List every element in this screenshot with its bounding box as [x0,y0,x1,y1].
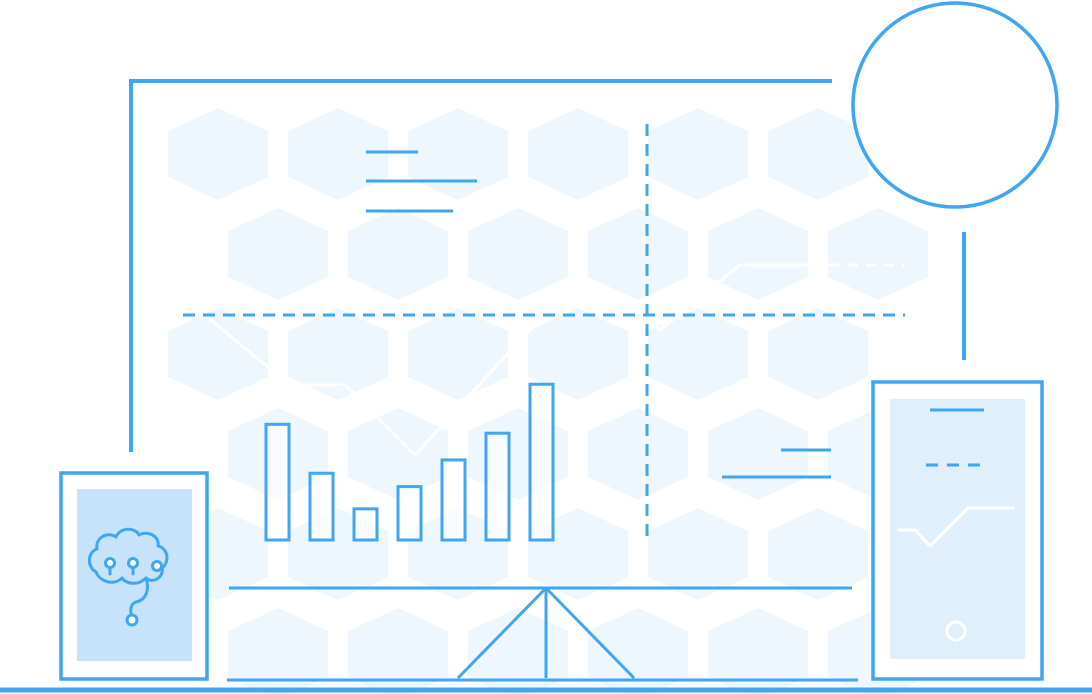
hexagon-tile [408,108,508,200]
hexagon-tile [588,208,688,300]
brain-icon [87,527,169,627]
hexagon-tile [288,308,388,400]
hexagon-tile [528,108,628,200]
hexagon-tile [588,408,688,500]
hexagon-tile [768,308,868,400]
hexagon-tile [348,608,448,694]
monitor-frame-outline [129,79,832,452]
hexagon-tile [648,508,748,600]
chart-bar [308,471,335,542]
hexagon-tile [348,408,448,500]
hexagon-tile [228,608,328,694]
chart-bar [484,431,511,542]
board-right-text-lines [722,448,831,479]
hexagon-tile [288,108,388,200]
stand-leg-left [456,586,548,680]
hexagon-tile [408,508,508,600]
hexagon-tile [648,108,748,200]
stand-leg-right [544,586,636,680]
bar-chart [264,382,555,542]
hexagon-tile [588,608,688,694]
crosshair-lines [183,124,905,540]
hexagon-tile [828,208,928,300]
hexagon-tile [528,308,628,400]
board-trend-line-left [185,263,830,458]
chart-bar [528,382,555,542]
board-trend-lines [185,263,830,458]
home-button-icon [945,620,967,642]
tablet-device [59,471,209,681]
hexagon-tile [348,208,448,300]
phone-device [871,380,1044,681]
chart-bar [264,422,291,542]
hexagon-tile [768,108,868,200]
chart-bar [352,507,379,542]
monitor-frame [129,79,966,452]
phone-trend-line [898,506,1015,549]
hexagon-tile [468,208,568,300]
hexagon-tile [168,308,268,400]
tablet-screen [77,489,192,661]
hexagon-tile [168,108,268,200]
hexagon-tile [708,608,808,694]
board-text-lines [366,150,477,213]
hexagon-tile [468,608,568,694]
chart-bar [440,458,467,542]
hexagon-tile [768,508,868,600]
hexagon-tile [708,208,808,300]
hexagon-tile [648,308,748,400]
circle-badge-icon [851,1,1059,209]
monitor-stand [227,586,858,682]
chart-bar [396,485,423,542]
hexagon-tile [228,208,328,300]
hexagon-tile [408,308,508,400]
hexagon-tile [708,408,808,500]
